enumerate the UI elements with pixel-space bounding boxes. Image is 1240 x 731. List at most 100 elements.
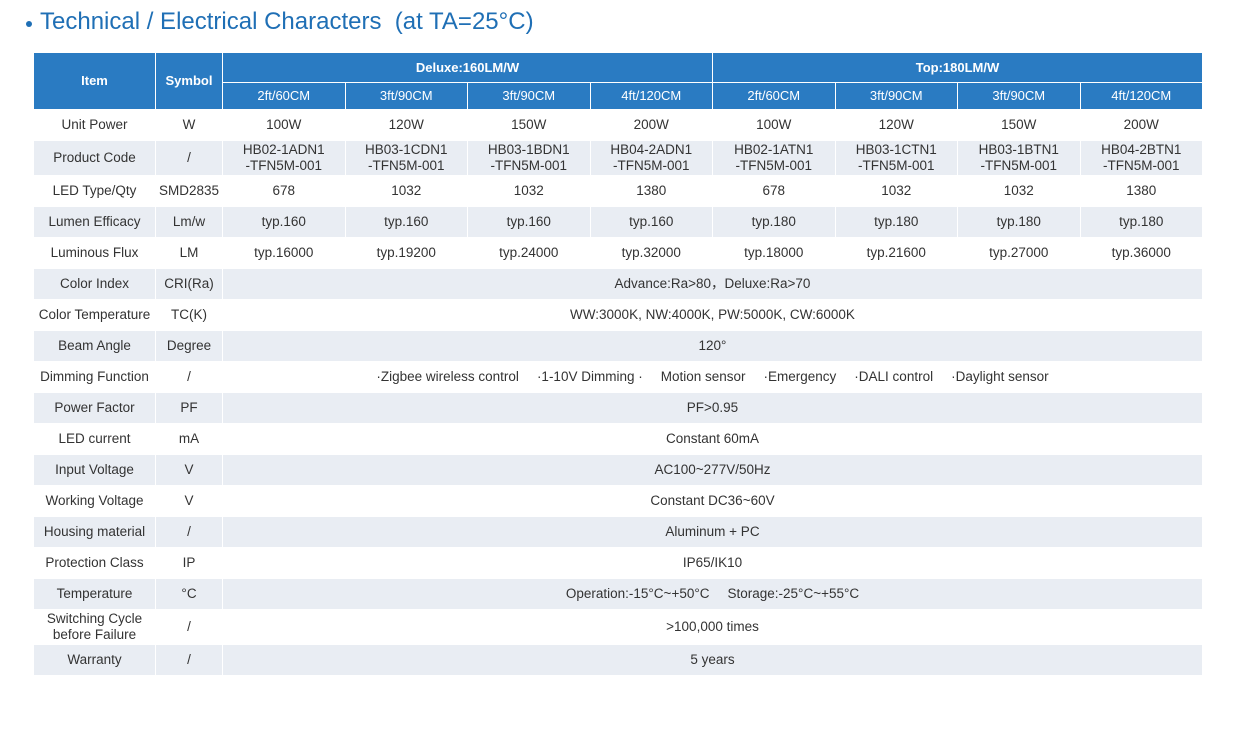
value-cell: 1032 (834, 175, 958, 207)
table-row: Temperature °C Operation:-15°C~+50°C Storag… (33, 578, 1203, 610)
value-cell: 678 (712, 175, 836, 207)
table-row: Beam Angle Degree 120° (33, 330, 1203, 362)
value-line: -TFN5M-001 (245, 158, 322, 173)
value-cell: typ.24000 (467, 237, 591, 269)
header-group: Top:180LM/W (712, 52, 1203, 83)
row-symbol: SMD2835 (155, 175, 223, 207)
row-symbol: V (155, 485, 223, 517)
row-item: Unit Power (33, 109, 156, 141)
value-line: HB03-1BDN1 (487, 142, 570, 157)
row-item: Power Factor (33, 392, 156, 424)
table-row: Working Voltage V Constant DC36~60V (33, 485, 1203, 517)
row-symbol: / (155, 361, 223, 393)
value-cell: 100W (712, 109, 836, 141)
row-item: Temperature (33, 578, 156, 610)
span-cell: AC100~277V/50Hz (222, 454, 1203, 486)
value-cell: 120W (834, 109, 958, 141)
value-cell: HB02-1ATN1 -TFN5M-001 (712, 140, 836, 176)
table-row: Input Voltage V AC100~277V/50Hz (33, 454, 1203, 486)
row-item: Protection Class (33, 547, 156, 579)
header-model: 4ft/120CM (1079, 82, 1203, 110)
value-cell: typ.19200 (344, 237, 468, 269)
row-symbol: mA (155, 423, 223, 455)
table-row: LED Type/Qty SMD2835 678 1032 1032 1380 678 103… (33, 175, 1203, 207)
row-item: Dimming Function (33, 361, 156, 393)
row-item: LED Type/Qty (33, 175, 156, 207)
value-cell: typ.180 (712, 206, 836, 238)
table-row: Switching Cycle before Failure / >100,000 t… (33, 609, 1203, 645)
value-cell: typ.16000 (222, 237, 346, 269)
span-part: Operation:-15°C~+50°C (565, 586, 710, 601)
row-item: Working Voltage (33, 485, 156, 517)
row-item: Lumen Efficacy (33, 206, 156, 238)
span-part: ·1-10V Dimming · (536, 369, 643, 384)
value-line: -TFN5M-001 (612, 158, 690, 173)
row-symbol: Lm/w (155, 206, 223, 238)
value-cell: typ.160 (467, 206, 591, 238)
table-body: Unit Power W 100W 120W 150W 200W 100W 120W 150W 2… (33, 109, 1203, 676)
span-cell: ·Zigbee wireless control ·1-10V Dimming ·… (222, 361, 1203, 393)
value-line: -TFN5M-001 (857, 158, 935, 173)
row-item: Input Voltage (33, 454, 156, 486)
table-header: Item Symbol Deluxe:160LM/W Top:180LM/W 2ft/6… (33, 52, 1203, 110)
header-group: Deluxe:160LM/W (222, 52, 713, 83)
span-cell: Aluminum + PC (222, 516, 1203, 548)
row-symbol: °C (155, 578, 223, 610)
header-model: 3ft/90CM (834, 82, 958, 110)
value-cell: 150W (957, 109, 1081, 141)
value-line: -TFN5M-001 (367, 158, 445, 173)
value-line: HB02-1ATN1 (734, 142, 814, 157)
header-model: 2ft/60CM (222, 82, 346, 110)
value-cell: typ.160 (222, 206, 346, 238)
title-text: Technical / Electrical Characters (at TA… (40, 8, 534, 35)
table-row: Luminous Flux LM typ.16000 typ.19200 typ.240… (33, 237, 1203, 269)
value-cell: typ.180 (957, 206, 1081, 238)
span-part: ·Zigbee wireless control (376, 369, 519, 384)
value-cell: 1032 (957, 175, 1081, 207)
value-line: -TFN5M-001 (490, 158, 567, 173)
value-cell: typ.18000 (712, 237, 836, 269)
row-symbol: Degree (155, 330, 223, 362)
value-line: -TFN5M-001 (735, 158, 812, 173)
value-cell: 1380 (589, 175, 713, 207)
value-cell: typ.160 (344, 206, 468, 238)
header-model: 3ft/90CM (344, 82, 468, 110)
row-symbol: V (155, 454, 223, 486)
header-model: 2ft/60CM (712, 82, 836, 110)
row-item: Color Index (33, 268, 156, 300)
row-symbol: TC(K) (155, 299, 223, 331)
table-row: Color Temperature TC(K) WW:3000K, NW:4000K… (33, 299, 1203, 331)
row-item: Luminous Flux (33, 237, 156, 269)
value-cell: 100W (222, 109, 346, 141)
header-symbol: Symbol (155, 52, 223, 110)
value-line: HB03-1CTN1 (855, 142, 937, 157)
span-cell: >100,000 times (222, 609, 1203, 645)
row-symbol: / (155, 516, 223, 548)
table-row: Product Code / HB02-1ADN1 -TFN5M-001 HB03-1C… (33, 140, 1203, 176)
value-cell: 120W (344, 109, 468, 141)
value-cell: typ.180 (1079, 206, 1203, 238)
span-cell: Advance:Ra>80，Deluxe:Ra>70 (222, 268, 1203, 300)
bullet (26, 21, 32, 27)
row-item: Switching Cycle before Failure (33, 609, 156, 645)
table-row: Dimming Function / ·Zigbee wireless contro… (33, 361, 1203, 393)
table-row: Housing material / Aluminum + PC (33, 516, 1203, 548)
value-line: HB04-2ADN1 (610, 142, 693, 157)
span-part: Motion sensor (660, 369, 746, 384)
span-cell: PF>0.95 (222, 392, 1203, 424)
row-symbol: PF (155, 392, 223, 424)
span-part: ·Emergency (763, 369, 837, 384)
value-cell: 678 (222, 175, 346, 207)
span-cell: Operation:-15°C~+50°C Storage:-25°C~+55°C (222, 578, 1203, 610)
spec-table: Item Symbol Deluxe:160LM/W Top:180LM/W 2ft/6… (33, 52, 1203, 676)
header-model: 4ft/120CM (589, 82, 713, 110)
value-cell: HB03-1BTN1 -TFN5M-001 (957, 140, 1081, 176)
span-cell: Constant DC36~60V (222, 485, 1203, 517)
value-cell: 1380 (1079, 175, 1203, 207)
table-row: Power Factor PF PF>0.95 (33, 392, 1203, 424)
value-line: -TFN5M-001 (1102, 158, 1180, 173)
value-cell: 200W (1079, 109, 1203, 141)
value-cell: HB02-1ADN1 -TFN5M-001 (222, 140, 346, 176)
row-symbol: CRI(Ra) (155, 268, 223, 300)
